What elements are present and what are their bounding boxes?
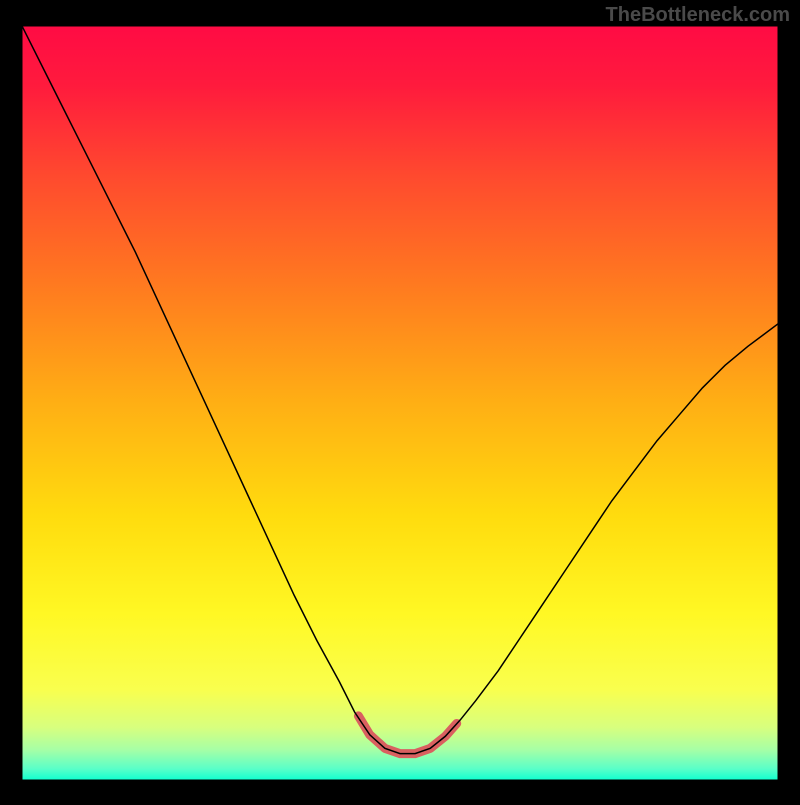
bottleneck-chart <box>0 0 800 800</box>
chart-background <box>22 26 778 780</box>
watermark-text: TheBottleneck.com <box>606 4 790 27</box>
